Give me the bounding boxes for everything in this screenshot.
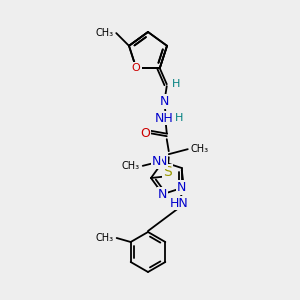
Text: N: N	[177, 182, 186, 194]
Text: O: O	[132, 63, 141, 73]
Text: N: N	[160, 95, 170, 108]
Text: NH: NH	[154, 112, 173, 125]
Text: CH₃: CH₃	[191, 144, 209, 154]
Text: S: S	[164, 165, 172, 179]
Text: CH₃: CH₃	[95, 28, 113, 38]
Text: HN: HN	[169, 196, 188, 209]
Text: H: H	[175, 113, 183, 123]
Text: H: H	[172, 79, 180, 89]
Text: N: N	[152, 155, 161, 168]
Text: N: N	[158, 155, 167, 168]
Text: CH₃: CH₃	[122, 161, 140, 171]
Text: N: N	[158, 188, 167, 201]
Text: O: O	[140, 127, 150, 140]
Text: CH₃: CH₃	[96, 233, 114, 243]
